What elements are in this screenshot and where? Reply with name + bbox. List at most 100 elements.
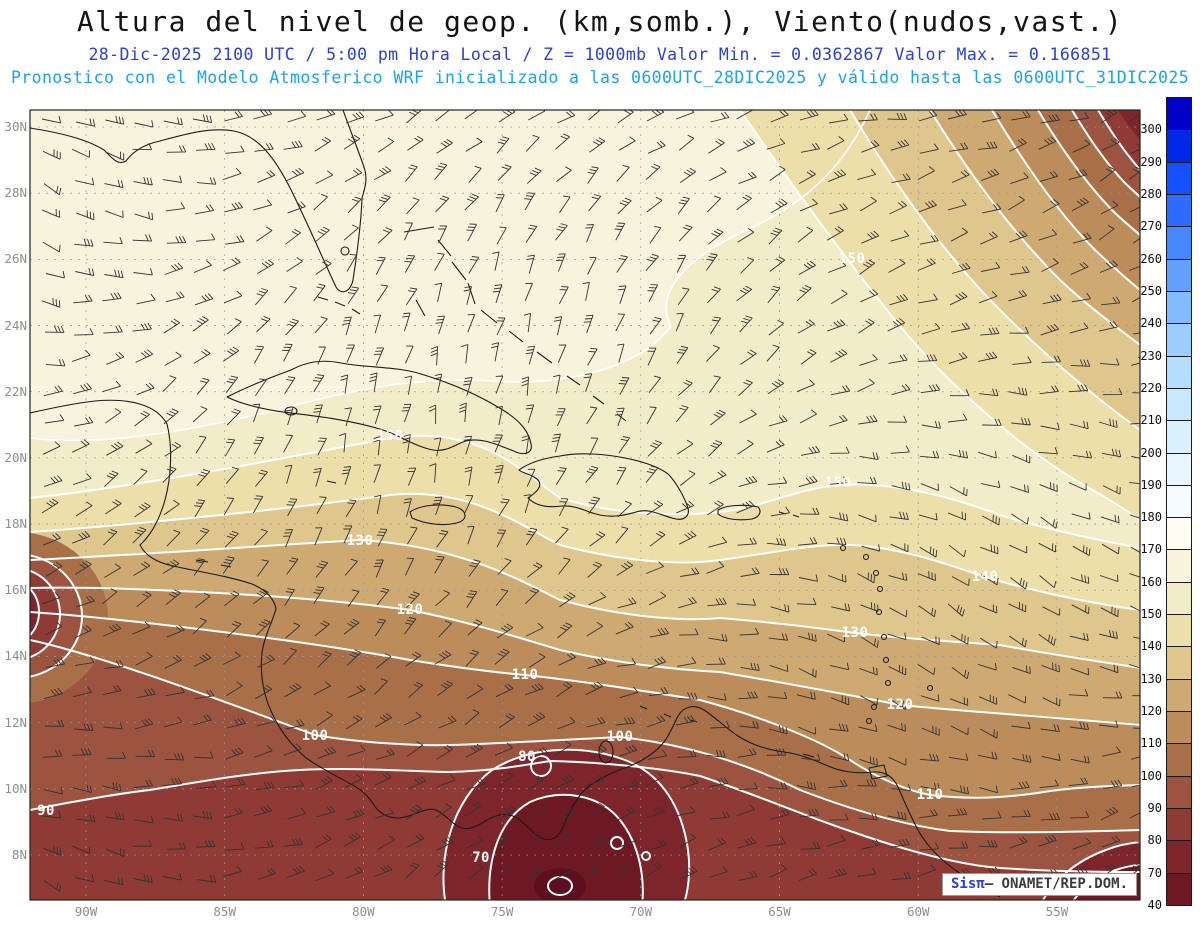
abc-margarita-islands [639,705,815,758]
colorbar-tick-label: 200 [1140,445,1162,460]
contour-value-label: 70 [472,850,490,866]
contour-value-label: 90 [37,803,55,819]
colorbar-swatch [1166,355,1192,389]
credit-badge: Sisπ– ONAMET/REP.DOM. [941,873,1137,896]
lon-tick-label: 55W [1045,904,1069,919]
lon-tick-label: 75W [490,904,514,919]
colorbar-swatch [1166,743,1192,777]
colorbar-tick-label: 120 [1140,704,1162,719]
colorbar-swatch [1166,161,1192,195]
colorbar-swatch [1166,387,1192,422]
lat-tick-label: 26N [4,251,27,267]
colorbar-swatch [1166,290,1192,325]
coast-jamaica [409,504,466,526]
colorbar-swatch [1166,646,1192,680]
lat-tick-label: 14N [4,648,27,664]
colorbar-swatch [1166,581,1192,616]
bahamas-chain [403,226,627,422]
colorbar-tick-label: 240 [1140,316,1162,331]
contour-value-label: 130 [346,533,374,549]
colorbar-swatch [1166,226,1192,260]
colorbar-tick-label: 190 [1140,477,1162,492]
lon-tick-label: 85W [213,904,236,919]
contour-value-label: 150 [376,428,404,444]
colorbar-tick-label: 160 [1140,574,1162,589]
lon-tick-label: 60W [906,904,930,919]
coast-cuba [226,360,532,455]
contour-value-label: 150 [838,251,866,267]
colorbar-swatch [1166,97,1192,131]
cayman [326,480,337,484]
colorbar-swatch [1166,614,1192,648]
chart-title: Altura del nivel de geop. (km,somb.), Vi… [76,5,1124,38]
colorbar-tick-label: 40 [1147,898,1162,912]
colorbar-tick-label: 100 [1140,768,1162,783]
colorbar-tick-label: 260 [1140,251,1162,266]
colorbar-tick-label: 280 [1140,186,1162,201]
trinidad [868,764,888,780]
lat-tick-label: 16N [4,582,27,598]
lat-tick-label: 18N [4,516,27,532]
colorbar-tick-label: 250 [1140,283,1162,298]
colorbar-tick-label: 90 [1147,801,1162,816]
colorbar-tick-label: 210 [1140,413,1162,428]
coast-puerto-rico [717,504,761,521]
colorbar-tick-label: 290 [1140,154,1162,169]
colorbar-swatch [1166,193,1192,228]
colorbar-tick-label: 220 [1140,380,1162,395]
colorbar-swatch [1166,678,1192,713]
lon-tick-label: 65W [768,904,791,919]
colorbar-swatch [1166,258,1192,292]
colorbar-tick-label: 300 [1140,122,1162,137]
map-border [29,109,1141,901]
lon-tick-label: 70W [629,904,653,919]
colorbar-swatch [1166,452,1192,486]
lat-tick-label: 10N [4,780,27,796]
contour-value-label: 100 [606,729,634,745]
shaded-field [30,110,1140,900]
colorbar-swatch [1166,517,1192,551]
lat-tick-label: 12N [4,714,27,730]
contour-value-label: 150 [824,475,852,491]
lat-tick-label: 24N [4,317,27,333]
colorbar-tick-label: 130 [1140,671,1162,686]
colorbar-tick-label: 180 [1140,510,1162,525]
colorbar-swatch [1166,872,1192,906]
chart-subtitle-model: Pronostico con el Modelo Atmosferico WRF… [10,68,1190,87]
colorbar-swatch [1166,840,1192,874]
colorbar-swatch [1166,323,1192,357]
colorbar-tick-label: 110 [1140,736,1162,751]
contour-value-label: 110 [916,787,944,803]
coast-central-south-america [30,399,1001,898]
contour-value-label: 130 [841,625,869,641]
grid-lines [30,110,1140,900]
contour-value-label: 80 [518,749,536,765]
colorbar-swatch [1166,808,1192,842]
florida-keys [317,296,361,315]
colorbar-swatch [1166,549,1192,583]
colorbar-tick-label: 270 [1140,219,1162,234]
lat-tick-label: 22N [4,383,27,399]
colorbar-swatch [1166,775,1192,810]
colorbar-tick-label: 80 [1147,833,1162,848]
colorbar-swatch [1166,420,1192,454]
colorbar-tick-label: 170 [1140,542,1162,557]
contour-value-label: 120 [396,602,424,618]
contour-value-label: 110 [511,667,539,683]
contour-value-label: 140 [971,569,999,585]
contour-value-label: 100 [301,728,329,744]
lon-tick-label: 80W [352,904,375,919]
bay-islands [195,559,232,568]
colorbar-tick-label: 140 [1140,639,1162,654]
colorbar-swatch [1166,484,1192,519]
lon-tick-label: 90W [74,904,98,919]
lat-tick-label: 20N [4,449,27,465]
credit-logo-text: Sisπ [950,876,985,892]
lake-okeechobee [340,246,350,256]
lat-tick-label: 30N [4,119,27,134]
contour-value-label: 120 [886,697,914,713]
lat-tick-label: 28N [4,185,27,201]
coast-gulf-florida [30,110,367,293]
